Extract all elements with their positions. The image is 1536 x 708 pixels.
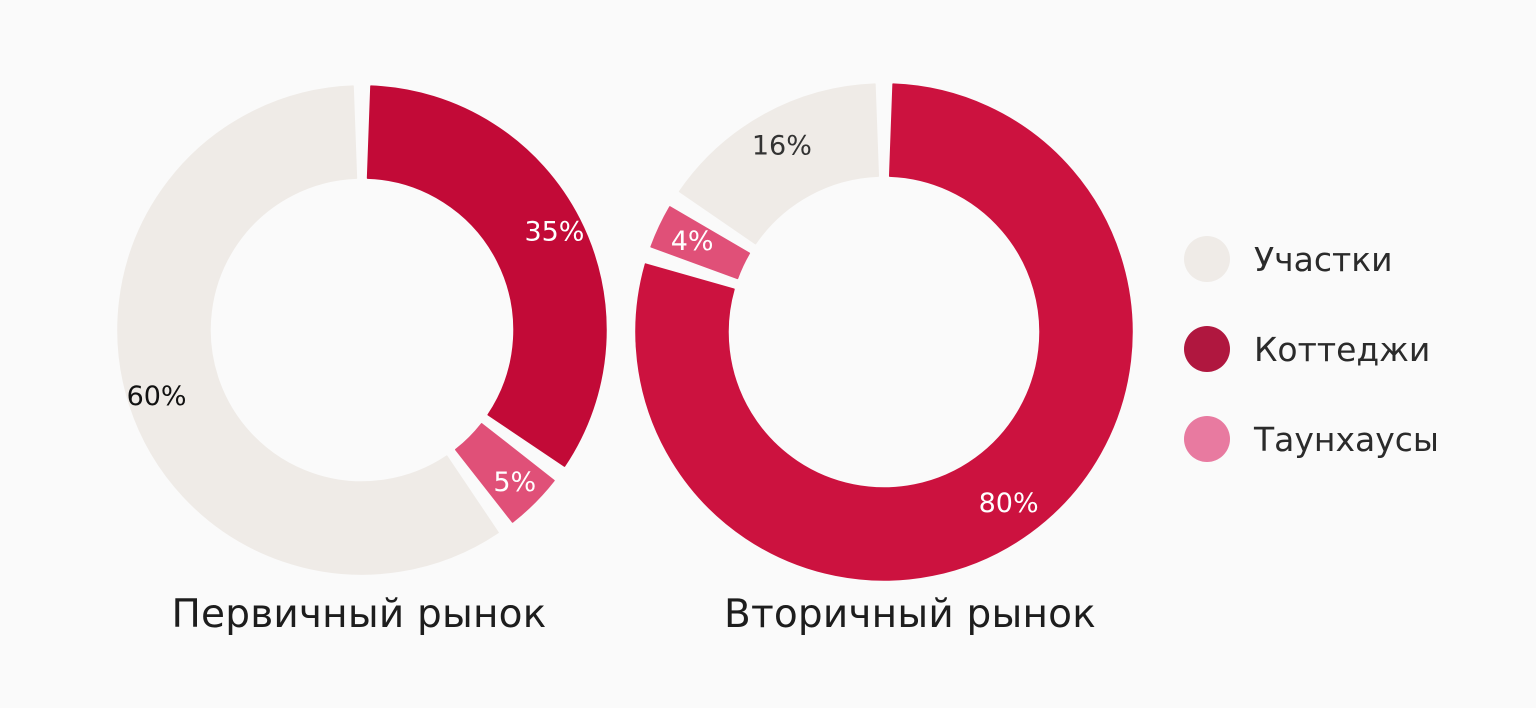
- secondary-slice-label-townhouses: 4%: [671, 226, 714, 257]
- legend-item-townhouses[interactable]: Таунхаусы: [1184, 416, 1514, 462]
- primary-slice-cottages[interactable]: [366, 85, 607, 467]
- primary-slice-label-cottages: 35%: [524, 216, 584, 247]
- legend-swatch-townhouses: [1184, 416, 1230, 462]
- legend-label-cottages: Коттеджи: [1254, 330, 1431, 369]
- chart-title-primary-market: Первичный рынок: [171, 592, 547, 637]
- secondary-slice-townhouses[interactable]: [650, 206, 751, 280]
- legend-item-plots[interactable]: Участки: [1184, 236, 1514, 282]
- primary-slice-label-plots: 60%: [127, 381, 187, 412]
- legend-item-cottages[interactable]: Коттеджи: [1184, 326, 1514, 372]
- legend-label-plots: Участки: [1254, 240, 1393, 279]
- primary-slice-plots[interactable]: [117, 85, 499, 575]
- legend-swatch-cottages: [1184, 326, 1230, 372]
- chart-legend: Участки Коттеджи Таунхаусы: [1184, 236, 1514, 506]
- secondary-slice-label-plots: 16%: [752, 131, 812, 162]
- primary-slice-label-townhouses: 5%: [493, 467, 536, 498]
- chart-title-secondary-market: Вторичный рынок: [724, 592, 1096, 637]
- primary-slice-townhouses[interactable]: [455, 423, 555, 523]
- secondary-slice-label-cottages: 80%: [979, 488, 1039, 519]
- legend-swatch-plots: [1184, 236, 1230, 282]
- legend-label-townhouses: Таунхаусы: [1254, 420, 1439, 459]
- secondary-slice-cottages[interactable]: [635, 83, 1133, 581]
- secondary-slice-plots[interactable]: [678, 83, 880, 245]
